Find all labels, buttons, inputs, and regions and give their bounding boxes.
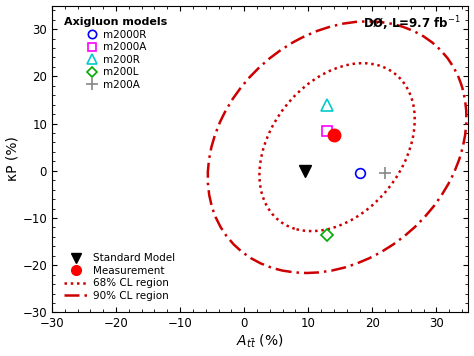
X-axis label: $A_{t\bar{t}}$ (%): $A_{t\bar{t}}$ (%) bbox=[237, 333, 284, 350]
Legend: Standard Model, Measurement, 68% CL region, 90% CL region: Standard Model, Measurement, 68% CL regi… bbox=[61, 250, 178, 304]
Text: DØ, L=9.7 fb$^{-1}$: DØ, L=9.7 fb$^{-1}$ bbox=[363, 15, 460, 33]
Y-axis label: κP (%): κP (%) bbox=[6, 137, 19, 182]
